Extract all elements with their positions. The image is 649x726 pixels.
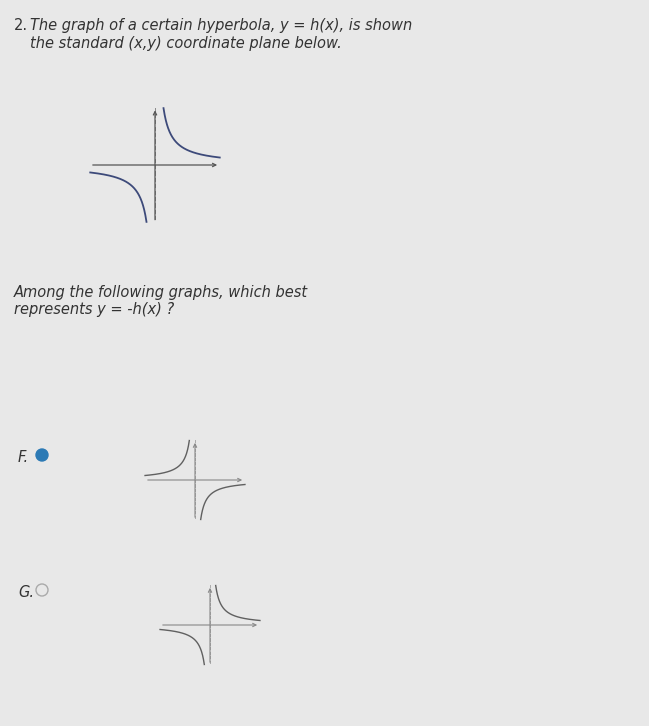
- Text: 2.: 2.: [14, 18, 28, 33]
- Text: the standard (x,y) coordinate plane below.: the standard (x,y) coordinate plane belo…: [30, 36, 342, 51]
- Text: F.: F.: [18, 450, 29, 465]
- Text: The graph of a certain hyperbola, y = h(x), is shown: The graph of a certain hyperbola, y = h(…: [30, 18, 412, 33]
- Text: G.: G.: [18, 585, 34, 600]
- Circle shape: [36, 449, 48, 461]
- Text: Among the following graphs, which best
represents y = -h(x) ?: Among the following graphs, which best r…: [14, 285, 308, 317]
